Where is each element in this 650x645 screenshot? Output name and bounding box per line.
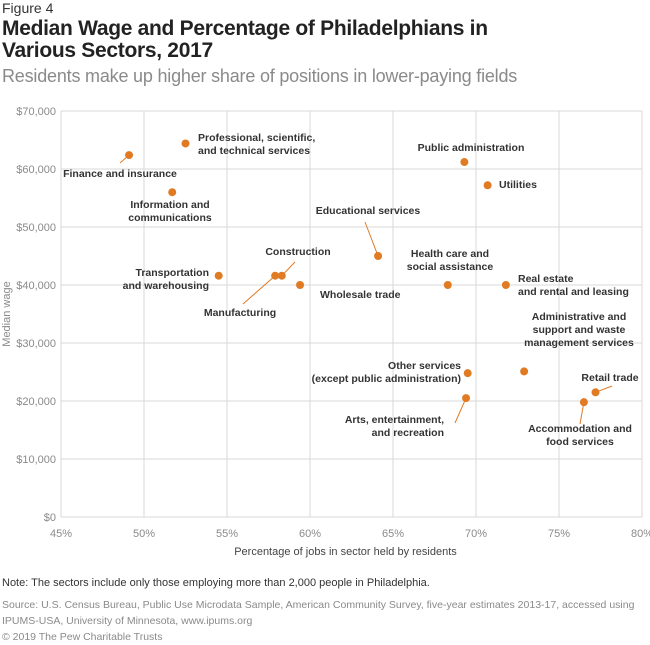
data-label-line: Accommodation and	[528, 423, 632, 435]
x-tick-label: 80%	[631, 528, 650, 540]
leader-line	[242, 275, 276, 305]
data-label: Administrative and support and waste manag…	[524, 311, 634, 349]
data-point	[579, 398, 588, 407]
data-label: Retail trade	[581, 372, 638, 384]
data-point	[443, 281, 452, 289]
data-label-line: social assistance	[407, 261, 494, 273]
data-label-line: Educational services	[316, 205, 421, 217]
data-label: Wholesale trade	[320, 289, 401, 301]
x-tick-label: 70%	[465, 528, 487, 540]
data-label-line: and recreation	[372, 427, 444, 439]
data-label-line: support and waste	[533, 324, 626, 336]
x-tick-label: 60%	[299, 528, 321, 540]
data-label-line: Construction	[265, 246, 330, 258]
data-point	[463, 369, 472, 378]
y-tick-label: $30,000	[16, 338, 56, 350]
data-label: Educational services	[316, 205, 421, 217]
x-tick-label: 75%	[548, 528, 570, 540]
data-point	[460, 158, 469, 167]
y-tick-label: $10,000	[16, 454, 56, 466]
data-point	[181, 139, 190, 148]
data-label-line: Arts, entertainment,	[345, 414, 444, 426]
x-tick-label: 45%	[50, 528, 72, 540]
data-point	[501, 281, 510, 289]
data-label: Other services (except public administrat…	[312, 360, 462, 385]
data-label-line: and technical services	[198, 145, 310, 157]
figure-label: Figure 4	[2, 0, 54, 16]
data-label-line: Professional, scientific,	[198, 132, 315, 144]
data-label: Accommodation and food services	[528, 423, 632, 448]
leader-line	[454, 397, 467, 424]
data-point	[483, 181, 492, 190]
data-label: Transportation and warehousing	[123, 267, 209, 292]
chart-subtitle: Residents make up higher share of positi…	[2, 66, 518, 86]
data-label-line: communications	[128, 212, 212, 224]
data-label-line: Utilities	[499, 179, 537, 191]
data-label: Arts, entertainment, and recreation	[345, 414, 444, 439]
data-point	[296, 281, 305, 289]
data-label-line: Other services	[388, 360, 461, 372]
data-label-line: Manufacturing	[204, 307, 276, 319]
data-point	[214, 271, 223, 280]
data-point	[168, 188, 177, 197]
y-tick-label: $40,000	[16, 280, 56, 292]
data-label: Finance and insurance	[63, 168, 177, 180]
copyright: © 2019 The Pew Charitable Trusts	[2, 631, 163, 643]
data-label: Real estate and rental and leasing	[518, 273, 629, 298]
x-axis-label: Percentage of jobs in sector held by res…	[234, 546, 457, 558]
data-label: Professional, scientific, and technical s…	[198, 132, 315, 157]
data-label-line: Public administration	[418, 142, 525, 154]
y-tick-label: $20,000	[16, 396, 56, 408]
chart-title: Median Wage and Percentage of Philadelph…	[2, 17, 488, 62]
scatter-chart: 45% 50% 55% 60% 65% 70% 75% 80% $0 $10,000 $20,000…	[1, 106, 650, 558]
data-label-line: Real estate	[518, 273, 574, 285]
x-tick-label: 55%	[216, 528, 238, 540]
y-tick-label: $60,000	[16, 164, 56, 176]
data-label-line: Finance and insurance	[63, 168, 177, 180]
data-label-line: (except public administration)	[312, 373, 461, 385]
data-label-line: Health care and	[411, 248, 489, 260]
leader-line	[364, 221, 379, 257]
data-point	[591, 388, 600, 397]
data-label: Health care and social assistance	[407, 248, 494, 273]
data-point	[462, 394, 471, 403]
data-point	[520, 367, 529, 376]
data-point	[271, 271, 280, 280]
data-label-line: Information and	[130, 199, 209, 211]
data-label-line: and rental and leasing	[518, 286, 629, 298]
data-label: Construction	[265, 246, 330, 258]
data-point	[277, 271, 286, 280]
data-label: Information and communications	[128, 199, 212, 224]
data-label-line: management services	[524, 337, 634, 349]
data-label: Utilities	[499, 179, 537, 191]
data-label-line: food services	[546, 436, 614, 448]
data-label-line: and warehousing	[123, 280, 209, 292]
chart-note: Note: The sectors include only those emp…	[2, 577, 430, 589]
data-label: Public administration	[418, 142, 525, 154]
data-point	[125, 151, 134, 160]
data-label-line: Retail trade	[581, 372, 638, 384]
x-tick-label: 65%	[382, 528, 404, 540]
data-label-line: Transportation	[135, 267, 209, 279]
data-label-line: Administrative and	[532, 311, 627, 323]
y-axis-label: Median wage	[1, 281, 13, 346]
y-tick-label: $0	[44, 512, 56, 524]
x-tick-label: 50%	[133, 528, 155, 540]
data-label: Manufacturing	[204, 307, 276, 319]
y-tick-label: $70,000	[16, 106, 56, 118]
chart-source: Source: U.S. Census Bureau, Public Use M…	[2, 599, 635, 627]
data-label-line: Wholesale trade	[320, 289, 401, 301]
y-tick-label: $50,000	[16, 222, 56, 234]
data-point	[374, 252, 383, 260]
